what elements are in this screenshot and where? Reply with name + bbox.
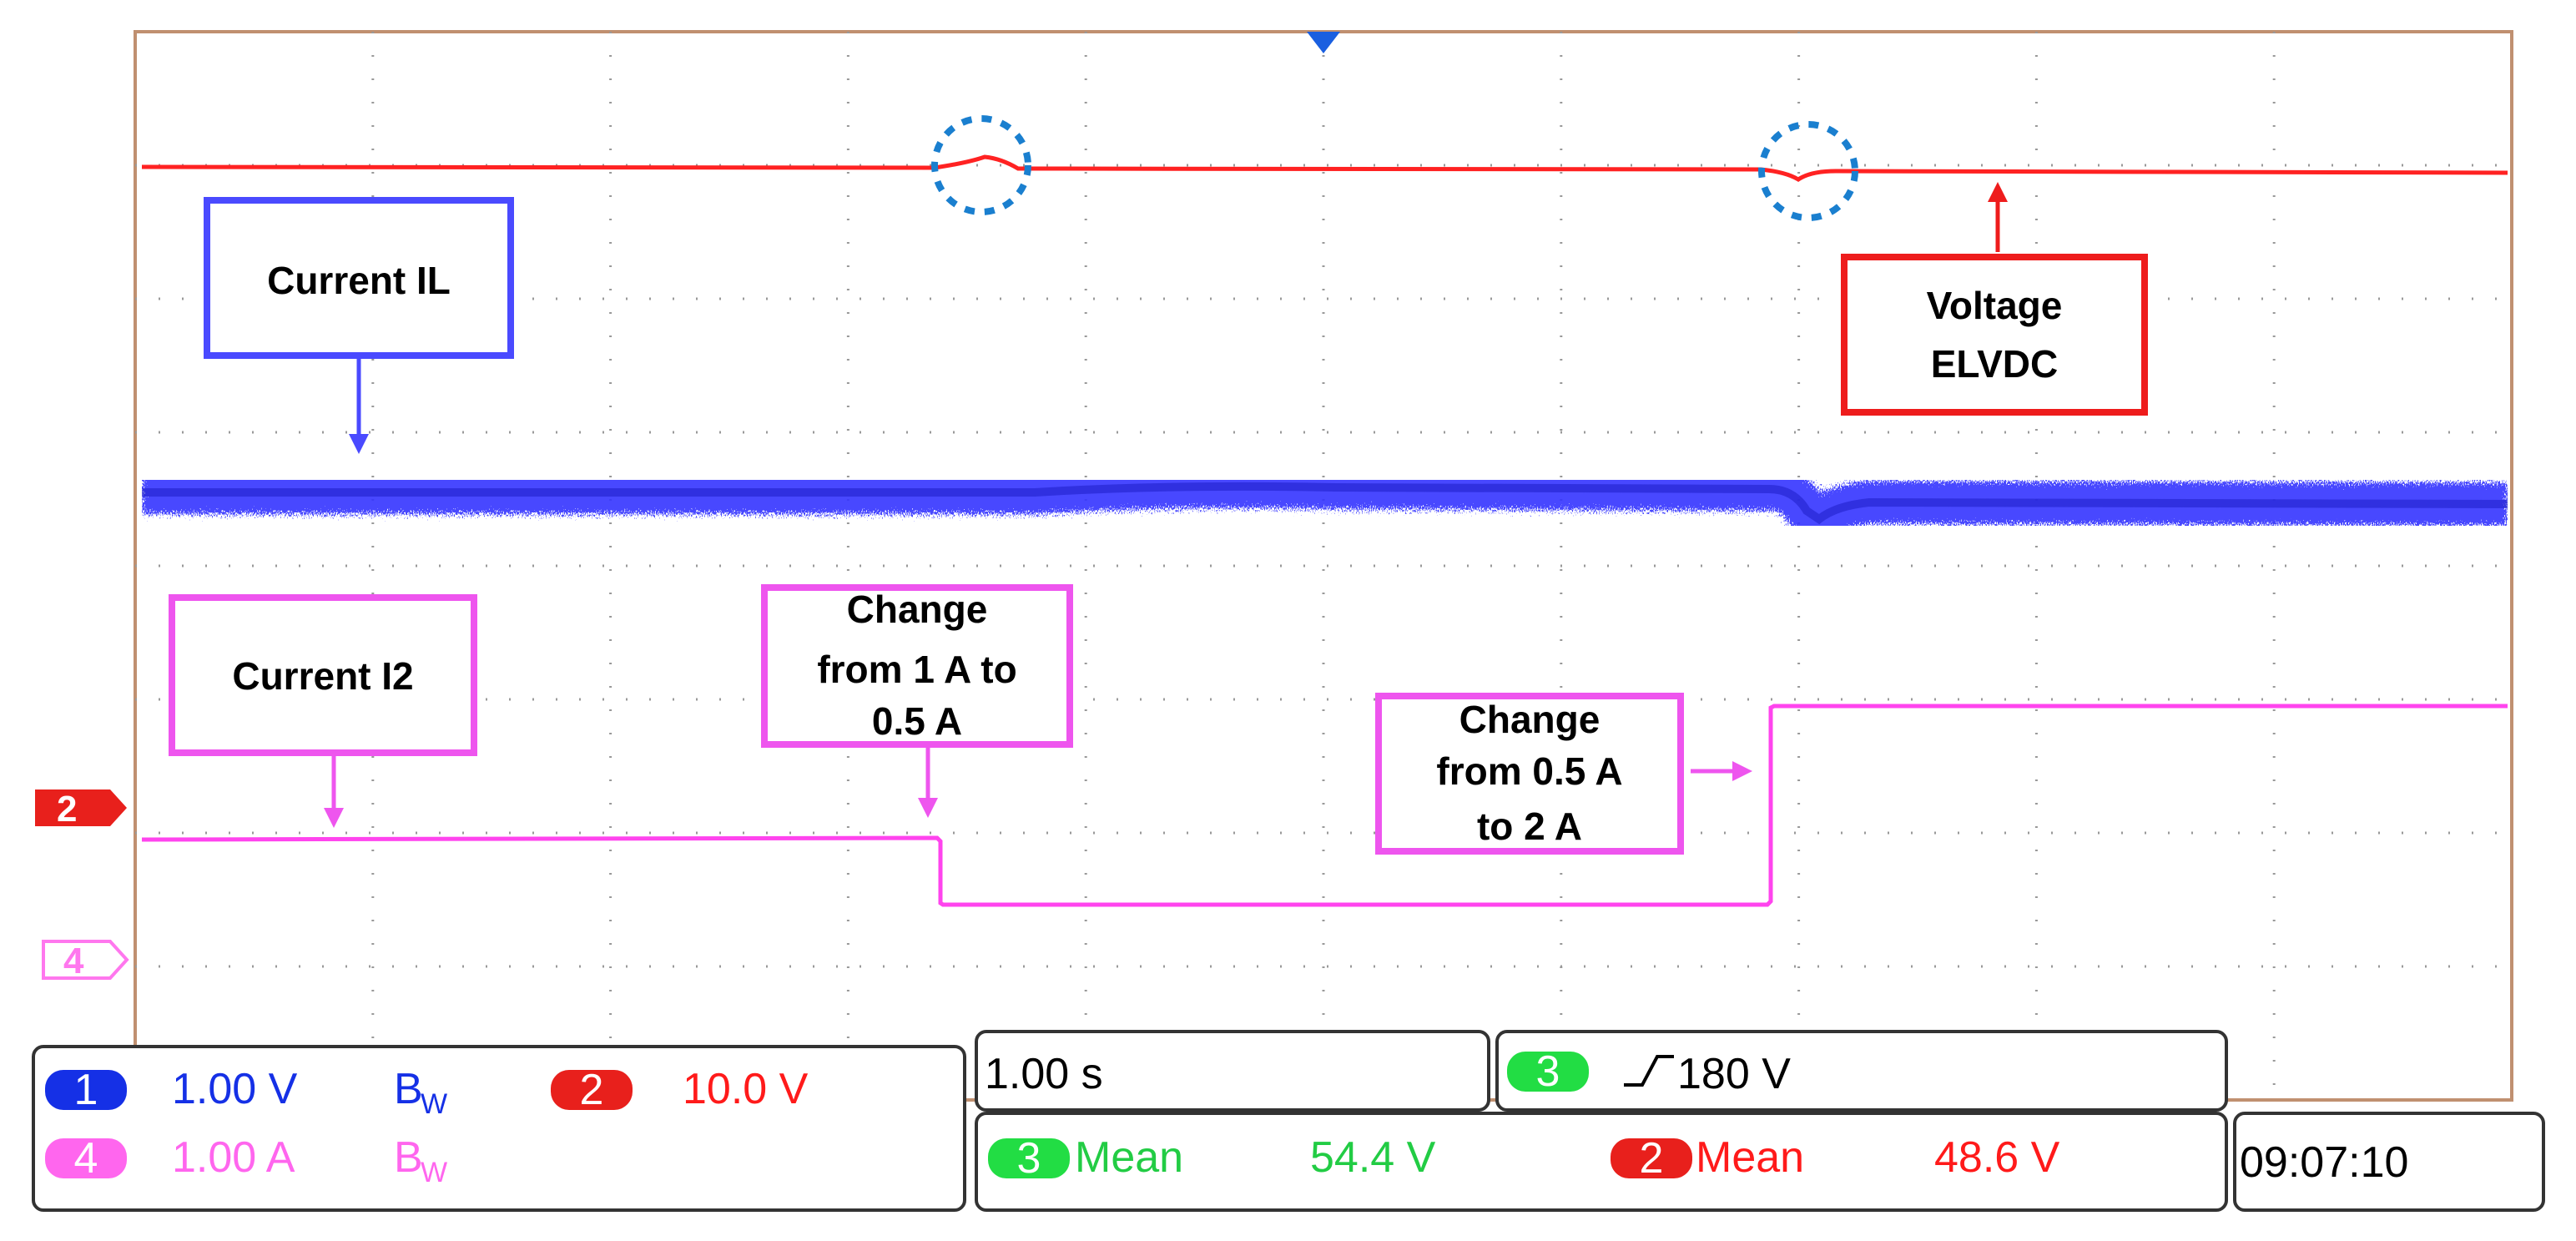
ch4-ground-marker: 4 <box>42 940 129 981</box>
timebase-panel[interactable] <box>975 1030 1490 1112</box>
change-0.5a-to-2a-annotation: Change from 0.5 A to 2 A <box>1375 693 1752 855</box>
svg-text:from 1 A to: from 1 A to <box>817 648 1016 691</box>
current-il-trace-core <box>142 482 2508 525</box>
svg-text:4: 4 <box>63 941 84 981</box>
svg-text:Current I2: Current I2 <box>232 654 413 698</box>
svg-text:ELVDC: ELVDC <box>1931 342 2059 386</box>
svg-text:10.0 V: 10.0 V <box>683 1065 809 1113</box>
svg-text:Mean: Mean <box>1075 1133 1183 1182</box>
svg-text:2: 2 <box>580 1066 604 1114</box>
svg-text:4: 4 <box>74 1134 98 1183</box>
trigger-position-marker <box>1307 32 1340 53</box>
mean-ch3-readout: 3 Mean 54.4 V <box>988 1133 1436 1183</box>
svg-text:54.4 V: 54.4 V <box>1310 1133 1436 1182</box>
voltage-annotation: Voltage ELVDC <box>1841 182 2148 416</box>
svg-text:Change: Change <box>1459 698 1601 741</box>
voltage-trace <box>141 154 2508 182</box>
mean-ch2-readout: 2 Mean 48.6 V <box>1611 1133 2060 1183</box>
svg-text:180 V: 180 V <box>1677 1050 1791 1098</box>
rising-edge-icon <box>1624 1055 1674 1087</box>
svg-text:2: 2 <box>1640 1134 1664 1183</box>
svg-text:48.6 V: 48.6 V <box>1934 1133 2060 1182</box>
current-i2-annotation: Current I2 <box>169 594 477 828</box>
trigger-panel[interactable] <box>1495 1030 2228 1112</box>
svg-text:1: 1 <box>74 1066 98 1114</box>
current-i2-trace <box>141 704 2508 907</box>
svg-text:Voltage: Voltage <box>1927 284 2063 327</box>
ch2-readout[interactable]: 2 10.0 V <box>551 1065 809 1114</box>
clock-value: 09:07:10 <box>2240 1138 2408 1187</box>
voltage-event-circle-2 <box>1758 121 1858 221</box>
svg-text:W: W <box>421 1088 447 1120</box>
svg-text:2: 2 <box>57 789 77 830</box>
ch1-readout[interactable]: 1 1.00 V B W <box>45 1065 447 1120</box>
timebase-value: 1.00 s <box>985 1050 1103 1098</box>
change-1a-to-0.5a-annotation: Change from 1 A to 0.5 A <box>761 584 1073 818</box>
svg-text:0.5 A: 0.5 A <box>872 699 962 743</box>
svg-text:3: 3 <box>1536 1047 1560 1096</box>
svg-text:B: B <box>394 1133 423 1182</box>
channel-scale-panel[interactable] <box>32 1045 966 1212</box>
voltage-event-circle-1 <box>931 115 1031 215</box>
svg-text:1.00 V: 1.00 V <box>172 1065 298 1113</box>
svg-text:3: 3 <box>1017 1134 1041 1183</box>
clock-panel <box>2233 1112 2545 1212</box>
current-il-annotation: Current IL <box>204 197 514 454</box>
trigger-readout: 3 180 V <box>1507 1047 1791 1098</box>
svg-text:to 2 A: to 2 A <box>1477 805 1582 848</box>
svg-text:from 0.5 A: from 0.5 A <box>1436 749 1622 793</box>
plot-area <box>134 30 2513 1102</box>
svg-text:B: B <box>394 1065 423 1113</box>
ch2-ground-marker: 2 <box>35 789 127 830</box>
measurement-panel[interactable] <box>975 1112 2228 1212</box>
svg-text:W: W <box>421 1157 447 1188</box>
svg-text:Current IL: Current IL <box>267 259 451 302</box>
svg-text:1.00 A: 1.00 A <box>172 1133 295 1182</box>
svg-text:Change: Change <box>847 588 988 631</box>
ch4-readout[interactable]: 4 1.00 A B W <box>45 1133 447 1188</box>
svg-text:Mean: Mean <box>1696 1133 1804 1182</box>
